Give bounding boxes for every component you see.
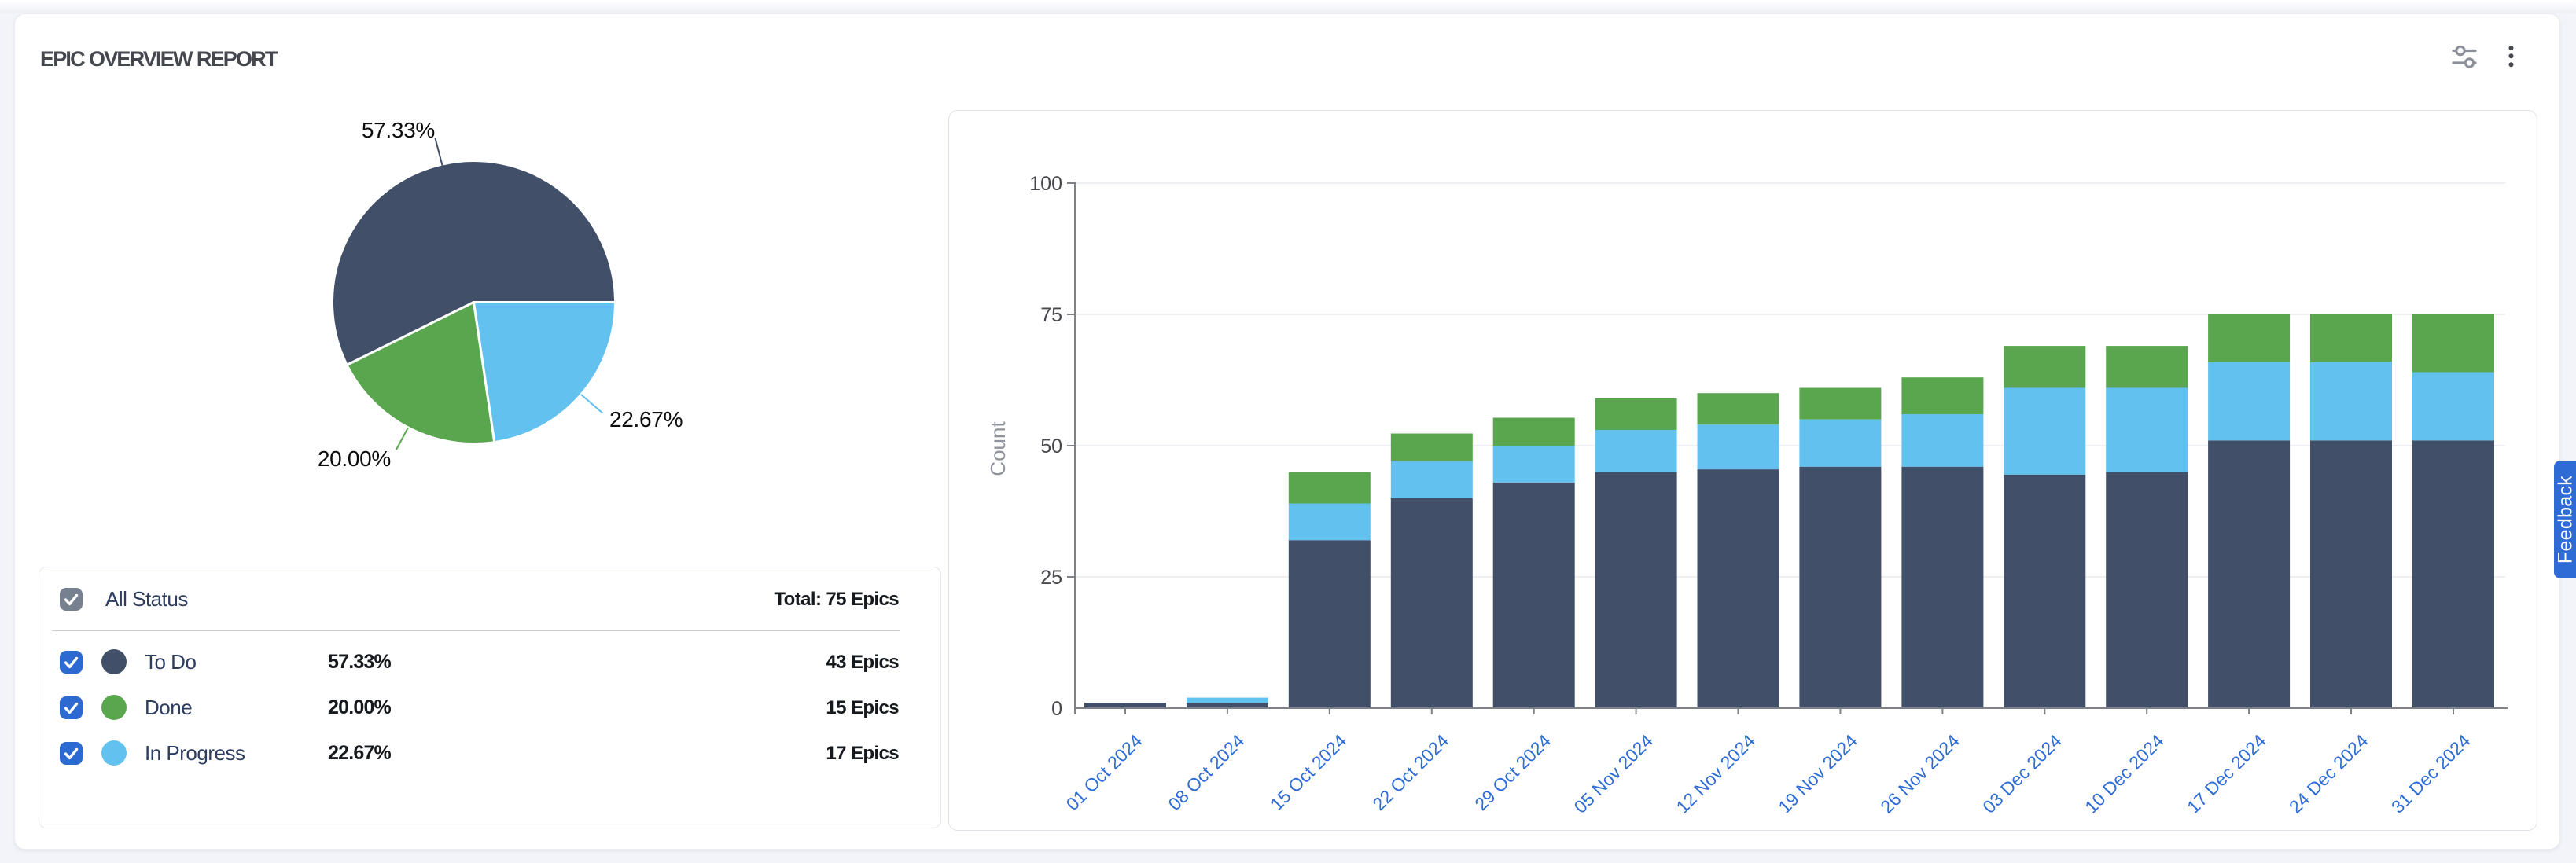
- svg-text:24 Dec 2024: 24 Dec 2024: [2285, 730, 2372, 817]
- svg-text:12 Nov 2024: 12 Nov 2024: [1672, 730, 1759, 817]
- svg-text:03 Dec 2024: 03 Dec 2024: [1978, 730, 2066, 817]
- svg-text:01 Oct 2024: 01 Oct 2024: [1062, 730, 1146, 814]
- svg-text:25: 25: [1040, 567, 1062, 589]
- svg-text:0: 0: [1051, 698, 1062, 720]
- svg-text:19 Nov 2024: 19 Nov 2024: [1774, 730, 1861, 817]
- svg-text:17 Dec 2024: 17 Dec 2024: [2183, 730, 2270, 817]
- svg-text:100: 100: [1029, 173, 1062, 195]
- svg-text:75: 75: [1040, 304, 1062, 326]
- svg-text:29 Oct 2024: 29 Oct 2024: [1470, 730, 1555, 814]
- svg-text:22.67%: 22.67%: [609, 407, 683, 432]
- svg-text:Count: Count: [986, 421, 1010, 476]
- svg-text:20.00%: 20.00%: [318, 446, 391, 471]
- svg-text:05 Nov 2024: 05 Nov 2024: [1570, 730, 1658, 817]
- svg-text:08 Oct 2024: 08 Oct 2024: [1164, 730, 1248, 814]
- svg-text:50: 50: [1040, 435, 1062, 457]
- svg-text:10 Dec 2024: 10 Dec 2024: [2081, 730, 2168, 817]
- svg-text:22 Oct 2024: 22 Oct 2024: [1368, 730, 1452, 814]
- svg-text:15 Oct 2024: 15 Oct 2024: [1266, 730, 1350, 814]
- svg-text:31 Dec 2024: 31 Dec 2024: [2387, 730, 2475, 817]
- svg-text:57.33%: 57.33%: [362, 118, 435, 142]
- svg-text:26 Nov 2024: 26 Nov 2024: [1876, 730, 1963, 817]
